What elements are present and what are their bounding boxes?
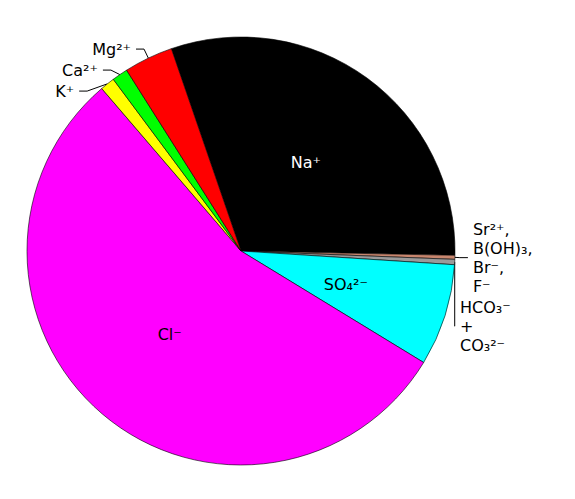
svg-text:HCO₃⁻: HCO₃⁻ [460, 298, 511, 317]
svg-text:SO₄²⁻: SO₄²⁻ [324, 275, 368, 294]
svg-text:Cl⁻: Cl⁻ [158, 325, 182, 344]
svg-text:Mg²⁺: Mg²⁺ [92, 40, 131, 59]
svg-text:Na⁺: Na⁺ [291, 153, 321, 172]
svg-text:Ca²⁺: Ca²⁺ [62, 61, 98, 80]
svg-text:Sr²⁺,: Sr²⁺, [473, 220, 510, 239]
svg-text:+: + [460, 317, 473, 336]
svg-text:CO₃²⁻: CO₃²⁻ [460, 336, 505, 355]
svg-text:Br⁻,: Br⁻, [473, 258, 504, 277]
svg-text:B(OH)₃,: B(OH)₃, [473, 239, 533, 258]
svg-text:F⁻: F⁻ [473, 277, 491, 296]
svg-text:K⁺: K⁺ [55, 82, 74, 101]
